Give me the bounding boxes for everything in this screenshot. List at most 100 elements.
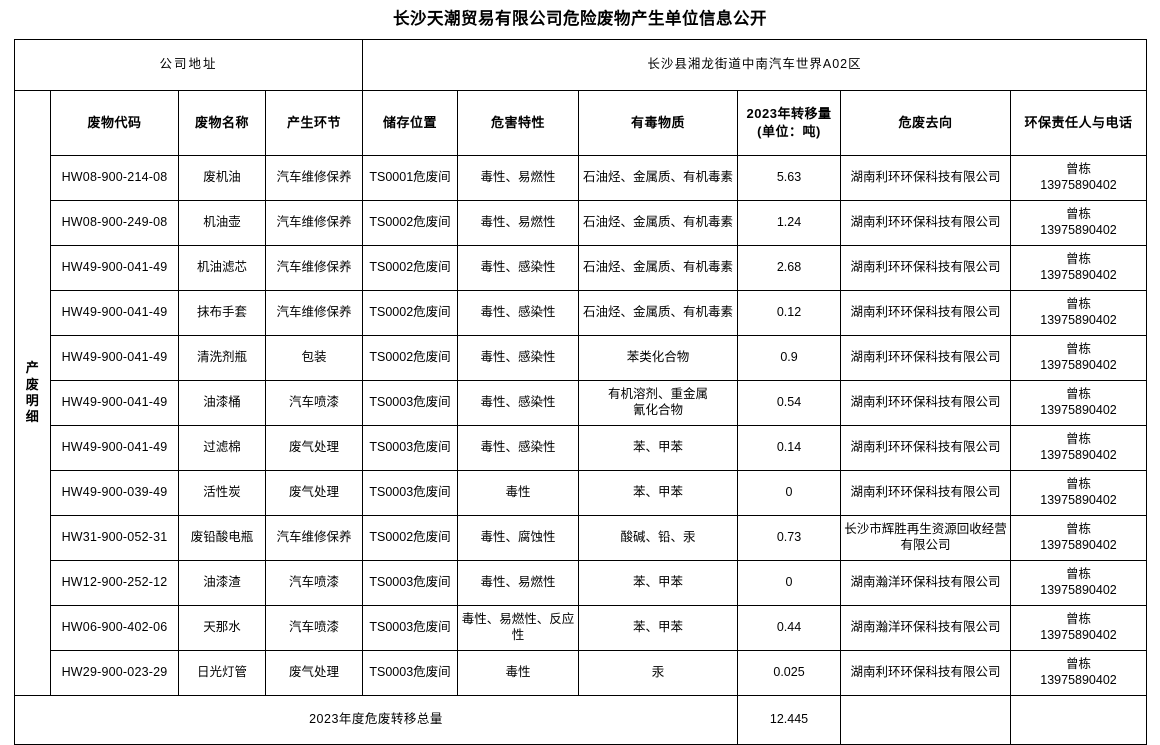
cell-destination: 湖南利环环保科技有限公司 [840, 154, 1012, 201]
cell-contact: 曾栋 13975890402 [1010, 334, 1148, 381]
contact-phone: 13975890402 [1040, 582, 1117, 597]
cell-stage: 汽车维修保养 [264, 154, 364, 201]
cell-contact: 曾栋 13975890402 [1010, 514, 1148, 561]
cell-hazard: 毒性、腐蚀性 [457, 514, 580, 561]
cell-stage: 汽车维修保养 [264, 244, 364, 291]
cell-code: HW49-900-041-49 [50, 289, 179, 336]
contact-phone: 13975890402 [1040, 267, 1117, 282]
table-row: HW49-900-041-49 机油滤芯 汽车维修保养 TS0002危废间 毒性… [15, 244, 1148, 291]
cell-hazard: 毒性、感染性 [457, 424, 580, 471]
cell-code: HW49-900-041-49 [50, 244, 179, 291]
contact-phone: 13975890402 [1040, 492, 1117, 507]
cell-storage: TS0002危废间 [362, 289, 459, 336]
contact-phone: 13975890402 [1040, 357, 1117, 372]
cell-hazard: 毒性、易燃性 [457, 199, 580, 246]
cell-storage: TS0001危废间 [362, 154, 459, 201]
cell-hazard: 毒性、易燃性、反应性 [457, 604, 580, 651]
cell-code: HW12-900-252-12 [50, 559, 179, 606]
contact-phone: 13975890402 [1040, 222, 1117, 237]
cell-contact: 曾栋 13975890402 [1010, 604, 1148, 651]
cell-storage: TS0002危废间 [362, 199, 459, 246]
contact-name: 曾栋 [1066, 297, 1092, 312]
cell-contact: 曾栋 13975890402 [1010, 289, 1148, 336]
cell-amount: 5.63 [737, 154, 842, 201]
company-address-value: 长沙县湘龙街道中南汽车世界A02区 [362, 38, 1148, 91]
table-row: HW08-900-214-08 废机油 汽车维修保养 TS0001危废间 毒性、… [15, 154, 1148, 201]
table-row: HW49-900-041-49 抹布手套 汽车维修保养 TS0002危废间 毒性… [15, 289, 1148, 336]
cell-destination: 湖南瀚洋环保科技有限公司 [840, 604, 1012, 651]
cell-stage: 废气处理 [264, 469, 364, 516]
cell-contact: 曾栋 13975890402 [1010, 379, 1148, 426]
cell-hazard: 毒性、感染性 [457, 289, 580, 336]
cell-contact: 曾栋 13975890402 [1010, 649, 1148, 696]
contact-phone: 13975890402 [1040, 627, 1117, 642]
cell-storage: TS0003危废间 [362, 379, 459, 426]
cell-hazard: 毒性、感染性 [457, 244, 580, 291]
cell-name: 废机油 [178, 154, 266, 201]
cell-code: HW49-900-039-49 [50, 469, 179, 516]
table-row: HW29-900-023-29 日光灯管 废气处理 TS0003危废间 毒性 汞… [15, 649, 1148, 696]
company-address-label: 公司地址 [13, 38, 364, 91]
cell-stage: 汽车喷漆 [264, 604, 364, 651]
cell-stage: 汽车喷漆 [264, 559, 364, 606]
cell-code: HW29-900-023-29 [50, 649, 179, 696]
cell-name: 清洗剂瓶 [178, 334, 266, 381]
total-row: 2023年度危废转移总量 12.445 [13, 694, 1148, 745]
cell-toxic: 酸碱、铅、汞 [578, 514, 739, 561]
cell-code: HW31-900-052-31 [50, 514, 179, 561]
column-header-name: 废物名称 [178, 89, 266, 156]
cell-stage: 汽车喷漆 [264, 379, 364, 426]
cell-name: 抹布手套 [178, 289, 266, 336]
cell-hazard: 毒性、易燃性 [457, 154, 580, 201]
cell-hazard: 毒性、感染性 [457, 334, 580, 381]
cell-destination: 长沙市辉胜再生资源回收经营有限公司 [840, 514, 1012, 561]
page-title: 长沙天潮贸易有限公司危险废物产生单位信息公开 [393, 10, 767, 28]
cell-stage: 汽车维修保养 [264, 199, 364, 246]
cell-contact: 曾栋 13975890402 [1010, 559, 1148, 606]
cell-destination: 湖南利环环保科技有限公司 [840, 244, 1012, 291]
hazardous-waste-table: 公司地址 长沙县湘龙街道中南汽车世界A02区 产 废 明 细 废物代码 废物名称… [13, 38, 1148, 745]
cell-contact: 曾栋 13975890402 [1010, 244, 1148, 291]
cell-code: HW49-900-041-49 [50, 424, 179, 471]
cell-amount: 0.54 [737, 379, 842, 426]
cell-toxic: 苯、甲苯 [578, 604, 739, 651]
contact-name: 曾栋 [1066, 567, 1092, 582]
column-header-stage: 产生环节 [264, 89, 364, 156]
table-row: HW49-900-041-49 过滤棉 废气处理 TS0003危废间 毒性、感染… [15, 424, 1148, 471]
cell-storage: TS0003危废间 [362, 424, 459, 471]
table-row: HW06-900-402-06 天那水 汽车喷漆 TS0003危废间 毒性、易燃… [15, 604, 1148, 651]
total-blank-contact [1010, 694, 1148, 745]
contact-phone: 13975890402 [1040, 672, 1117, 687]
contact-phone: 13975890402 [1040, 537, 1117, 552]
contact-name: 曾栋 [1066, 387, 1092, 402]
cell-destination: 湖南利环环保科技有限公司 [840, 334, 1012, 381]
cell-toxic: 苯、甲苯 [578, 424, 739, 471]
cell-name: 机油滤芯 [178, 244, 266, 291]
cell-name: 油漆渣 [178, 559, 266, 606]
cell-hazard: 毒性 [457, 469, 580, 516]
cell-code: HW49-900-041-49 [50, 334, 179, 381]
cell-contact: 曾栋 13975890402 [1010, 199, 1148, 246]
contact-name: 曾栋 [1066, 342, 1092, 357]
column-header-destination: 危废去向 [840, 89, 1012, 156]
table-row: HW12-900-252-12 油漆渣 汽车喷漆 TS0003危废间 毒性、易燃… [15, 559, 1148, 606]
cell-toxic: 苯类化合物 [578, 334, 739, 381]
cell-toxic: 石油烃、金属质、有机毒素 [578, 199, 739, 246]
cell-toxic: 有机溶剂、重金属 氰化合物 [578, 379, 739, 426]
table-row: HW49-900-041-49 清洗剂瓶 包装 TS0002危废间 毒性、感染性… [15, 334, 1148, 381]
table-row: HW08-900-249-08 机油壶 汽车维修保养 TS0002危废间 毒性、… [15, 199, 1148, 246]
cell-name: 废铅酸电瓶 [178, 514, 266, 561]
cell-amount: 0.14 [737, 424, 842, 471]
cell-stage: 包装 [264, 334, 364, 381]
table-row: HW49-900-039-49 活性炭 废气处理 TS0003危废间 毒性 苯、… [15, 469, 1148, 516]
cell-toxic: 苯、甲苯 [578, 469, 739, 516]
table-row: HW49-900-041-49 油漆桶 汽车喷漆 TS0003危废间 毒性、感染… [15, 379, 1148, 426]
cell-stage: 汽车维修保养 [264, 289, 364, 336]
cell-contact: 曾栋 13975890402 [1010, 424, 1148, 471]
cell-destination: 湖南利环环保科技有限公司 [840, 469, 1012, 516]
cell-storage: TS0002危废间 [362, 244, 459, 291]
cell-toxic: 苯、甲苯 [578, 559, 739, 606]
contact-name: 曾栋 [1066, 252, 1092, 267]
cell-amount: 0 [737, 559, 842, 606]
page-root: 长沙天潮贸易有限公司危险废物产生单位信息公开 公司地址 长沙县湘龙街道中南汽车世… [13, 10, 1148, 745]
